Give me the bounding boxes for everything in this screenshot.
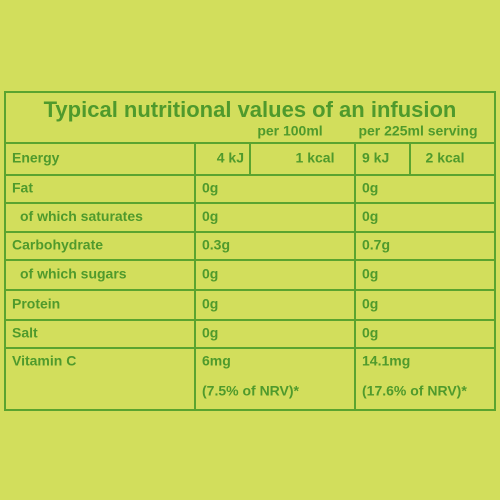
row-label: Salt	[12, 325, 38, 341]
cell: 0g	[202, 325, 218, 341]
cell: 0.3g	[202, 237, 230, 253]
table-frame	[4, 91, 496, 411]
cell: 14.1mg	[362, 353, 410, 369]
column-header: per 225ml serving	[358, 123, 477, 139]
cell: 0.7g	[362, 237, 390, 253]
cell: 1 kcal	[296, 150, 335, 166]
cell: 0g	[202, 208, 218, 224]
cell: 0g	[202, 180, 218, 196]
row-label: of which saturates	[20, 208, 143, 224]
cell: 4 kJ	[217, 150, 244, 166]
cell: 0g	[202, 296, 218, 312]
cell: 0g	[362, 296, 378, 312]
row-label: Fat	[12, 180, 33, 196]
cell: 2 kcal	[426, 150, 465, 166]
cell: 0g	[362, 208, 378, 224]
title: Typical nutritional values of an infusio…	[44, 97, 457, 122]
cell: 0g	[202, 266, 218, 282]
row-label: Vitamin C	[12, 353, 76, 369]
cell: 0g	[362, 180, 378, 196]
cell: 9 kJ	[362, 150, 389, 166]
cell: 6mg	[202, 353, 231, 369]
cell: 0g	[362, 266, 378, 282]
row-label: Carbohydrate	[12, 237, 103, 253]
cell: (7.5% of NRV)*	[202, 383, 300, 399]
cell: 0g	[362, 325, 378, 341]
cell: (17.6% of NRV)*	[362, 383, 467, 399]
row-label: Protein	[12, 296, 60, 312]
column-header: per 100ml	[257, 123, 322, 139]
row-label: of which sugars	[20, 266, 127, 282]
row-label: Energy	[12, 150, 60, 166]
